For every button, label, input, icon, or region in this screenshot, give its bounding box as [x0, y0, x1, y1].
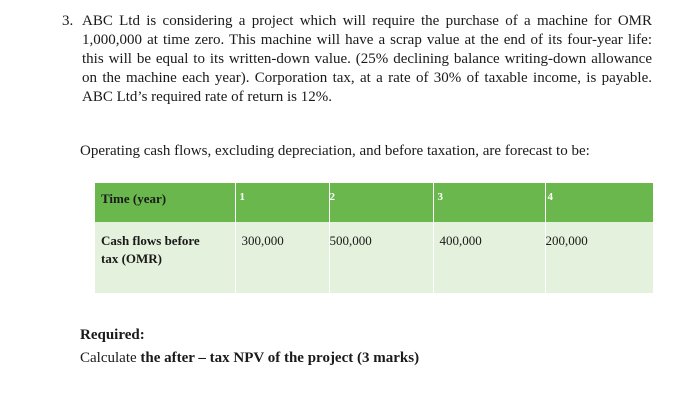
year-3-header: 3: [433, 183, 546, 222]
cash-flows-label-line1: Cash flows before: [101, 233, 200, 248]
year-3-value: 400,000: [433, 222, 546, 293]
year-4-header: 4: [547, 191, 554, 203]
instruction-prefix: Calculate: [80, 350, 141, 366]
year-4-value: 200,000: [545, 233, 588, 248]
year-1-value: 300,000: [235, 222, 330, 293]
year-1-header: 1: [235, 183, 330, 222]
question-text: ABC Ltd is considering a project which w…: [82, 13, 652, 105]
cash-flow-table: Time (year) 1 2 3 4 Cash flows before ta…: [95, 183, 653, 293]
required-instruction: Calculate the after – tax NPV of the pro…: [80, 350, 419, 367]
table-header-row: Time (year) 1 2 3 4: [95, 183, 653, 222]
forecast-intro: Operating cash flows, excluding deprecia…: [80, 143, 590, 159]
year-2-header: 2: [329, 183, 434, 222]
question-number: 3.: [62, 13, 74, 29]
required-heading: Required:: [80, 327, 145, 343]
cash-flows-label-line2: tax (OMR): [101, 251, 163, 266]
table-row: Cash flows before tax (OMR) 300,000 500,…: [95, 222, 653, 293]
year-2-value: 500,000: [329, 222, 434, 293]
instruction-bold: the after – tax NPV of the project (3 ma…: [140, 350, 420, 366]
time-year-header: Time (year): [95, 183, 236, 222]
cash-flows-label: Cash flows before tax (OMR): [95, 222, 236, 293]
